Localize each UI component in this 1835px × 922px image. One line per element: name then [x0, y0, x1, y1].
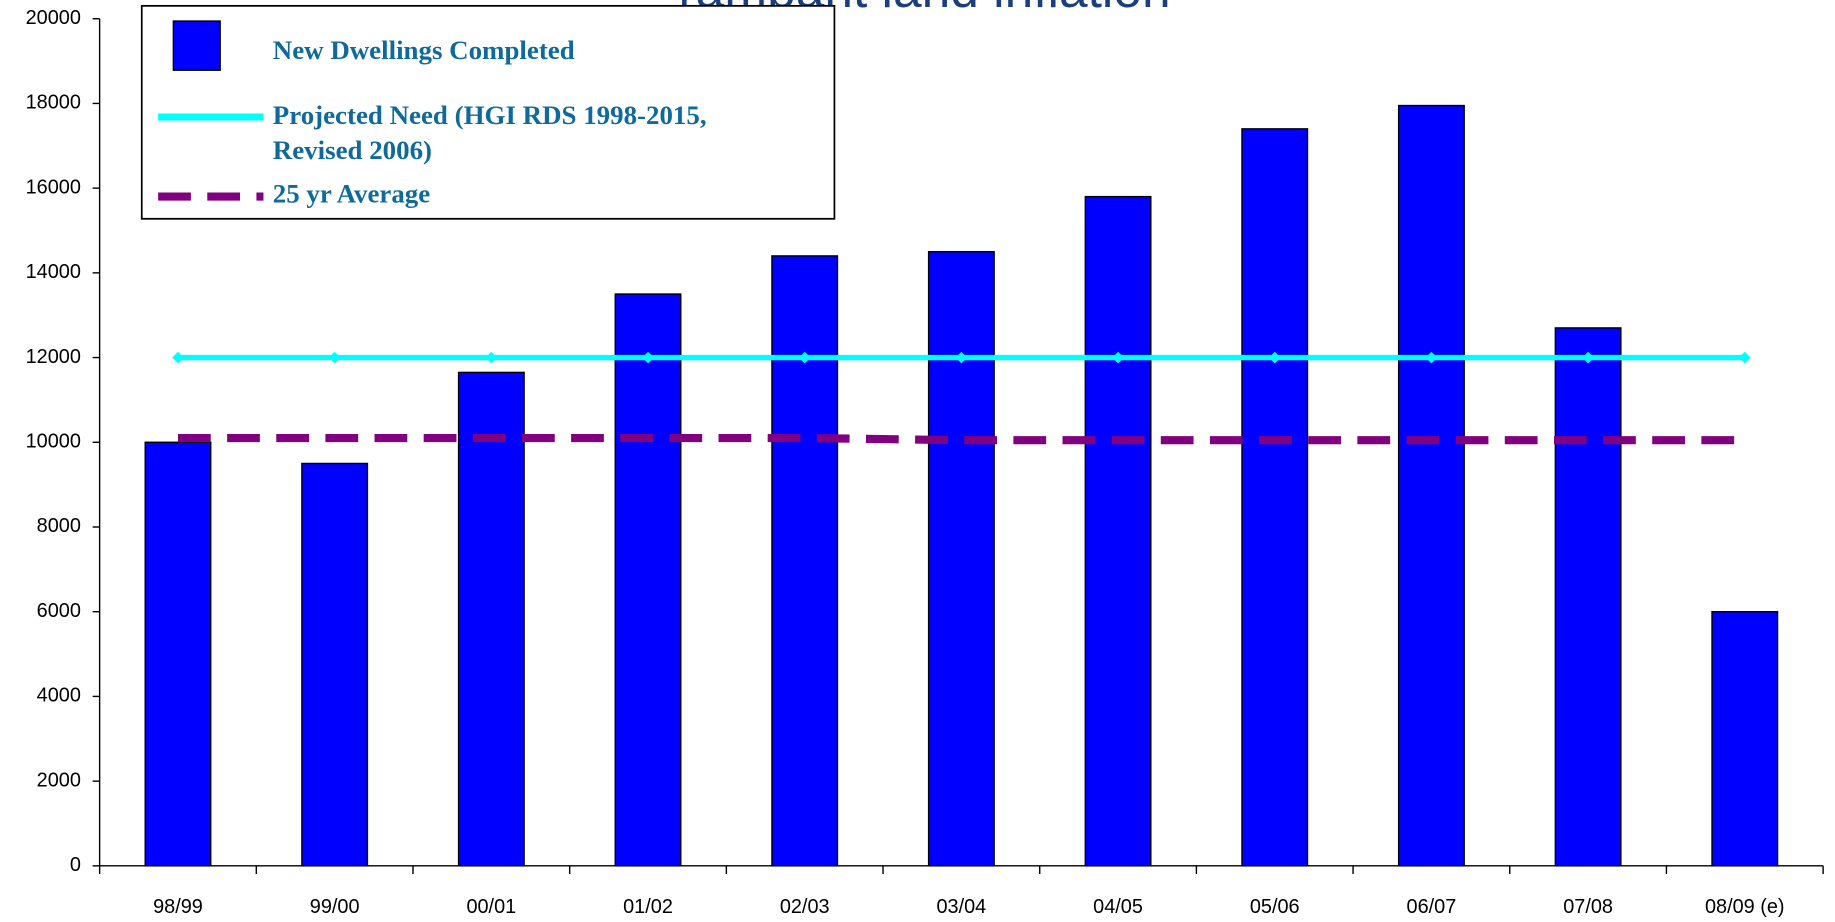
y-tick-label: 14000	[26, 261, 81, 283]
bar	[301, 462, 369, 867]
x-tick-label: 07/08	[1563, 896, 1613, 918]
x-tick-label: 00/01	[466, 896, 516, 918]
x-tick-label: 05/06	[1250, 896, 1300, 918]
line-marker	[1425, 351, 1438, 364]
line-marker	[172, 351, 184, 364]
bar	[614, 293, 682, 867]
bar	[771, 255, 839, 867]
legend: New Dwellings Completed Projected Need (H…	[140, 4, 836, 220]
legend-label: New Dwellings Completed	[273, 35, 575, 65]
y-tick-label: 18000	[26, 92, 81, 114]
bar	[1397, 104, 1465, 867]
y-tick-label: 8000	[37, 515, 81, 537]
legend-swatch	[172, 20, 221, 71]
line-marker	[955, 351, 968, 364]
y-tick-label: 12000	[26, 346, 81, 368]
y-tick-label: 10000	[26, 431, 81, 453]
x-tick-label: 01/02	[623, 896, 673, 918]
bar	[457, 371, 525, 867]
x-tick-label: 08/09 (e)	[1705, 896, 1785, 918]
line-marker	[1582, 351, 1594, 364]
bar	[1554, 327, 1622, 867]
legend-label: 25 yr Average	[273, 179, 430, 209]
dashed-line	[177, 433, 1745, 445]
x-tick-label: 98/99	[153, 896, 203, 918]
y-tick-label: 6000	[37, 600, 81, 622]
line-marker	[1268, 351, 1281, 364]
legend-label: Projected Need (HGI RDS 1998-2015, Revis…	[272, 100, 707, 165]
plot-area: 0 2000 4000 6000 8000 10000 12000 14000 16000 180…	[26, 7, 1824, 918]
y-tick-label: 4000	[37, 685, 81, 707]
x-tick-label: 99/00	[310, 896, 360, 918]
legend-box	[140, 4, 836, 220]
x-tick-label: 03/04	[937, 896, 987, 918]
bar	[1084, 195, 1152, 867]
line-marker	[798, 351, 811, 364]
line-marker	[485, 351, 498, 364]
y-tick-label: 16000	[26, 176, 81, 198]
bar	[1711, 611, 1779, 867]
line-marker	[328, 351, 341, 364]
line-marker	[642, 351, 654, 364]
line-marker	[1112, 351, 1124, 364]
bar	[144, 441, 212, 867]
bar	[1241, 128, 1309, 867]
legend-label-box: Projected Need (HGI RDS 1998-2015, Revis…	[272, 100, 707, 165]
y-tick-label: 0	[70, 854, 81, 876]
bar	[927, 250, 995, 867]
x-tick-label: 04/05	[1093, 896, 1143, 918]
y-tick-label: 2000	[37, 769, 81, 791]
y-tick-label: 20000	[26, 7, 81, 29]
line-marker	[1738, 351, 1751, 364]
x-tick-label: 02/03	[780, 896, 830, 918]
x-tick-label: 06/07	[1407, 896, 1457, 918]
